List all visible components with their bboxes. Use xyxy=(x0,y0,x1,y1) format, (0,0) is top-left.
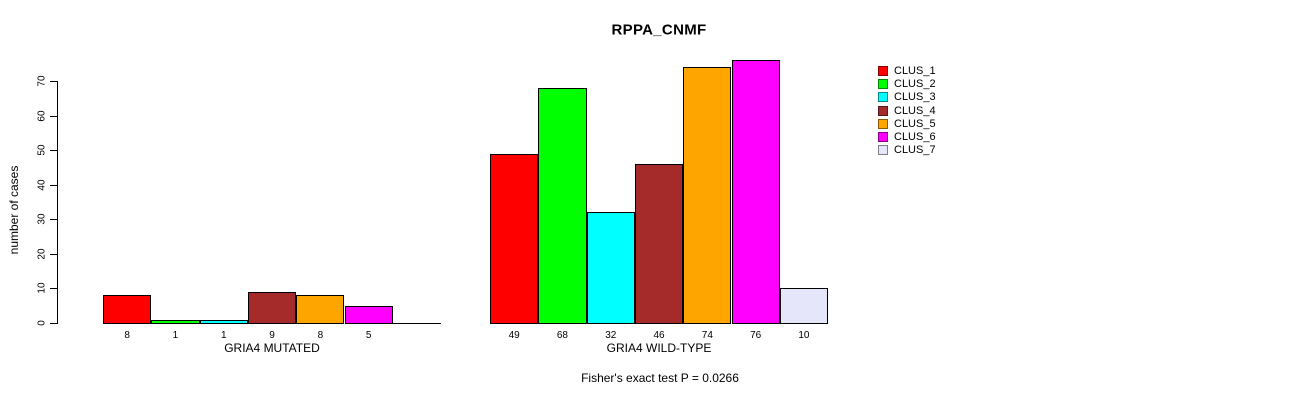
y-tick xyxy=(50,219,57,221)
bar-value-label: 8 xyxy=(317,330,324,341)
legend-swatch xyxy=(878,78,888,89)
legend-item: CLUS_1 xyxy=(878,64,936,77)
bar-value-label: 10 xyxy=(798,330,810,341)
legend-swatch xyxy=(878,65,888,76)
legend-swatch xyxy=(878,118,888,129)
y-tick xyxy=(50,150,57,152)
y-tick xyxy=(50,115,57,117)
legend-item: CLUS_5 xyxy=(878,117,936,130)
bar-value-label: 32 xyxy=(605,330,617,341)
bar xyxy=(634,163,684,324)
y-tick xyxy=(50,288,57,290)
bar-zero xyxy=(392,323,442,324)
legend-label: CLUS_4 xyxy=(894,104,936,117)
legend-swatch xyxy=(878,145,888,156)
legend: CLUS_1 CLUS_2 CLUS_3 CLUS_4 CLUS_5 CLUS_6 CLUS… xyxy=(878,64,936,157)
bar xyxy=(779,288,829,324)
bar-value-label: 74 xyxy=(701,330,713,341)
y-tick-label: 40 xyxy=(36,179,48,191)
y-tick-label: 60 xyxy=(36,110,48,122)
legend-label: CLUS_6 xyxy=(894,131,936,144)
y-tick xyxy=(50,81,57,82)
group-x-label-wildtype: GRIA4 WILD-TYPE xyxy=(606,341,712,355)
bar xyxy=(683,67,732,324)
y-tick-label: 50 xyxy=(36,144,48,156)
legend-item: CLUS_7 xyxy=(878,144,936,157)
legend-label: CLUS_7 xyxy=(894,144,936,157)
legend-item: CLUS_6 xyxy=(878,130,936,143)
bar xyxy=(151,319,200,324)
legend-label: CLUS_5 xyxy=(894,117,936,130)
legend-label: CLUS_1 xyxy=(894,64,936,77)
y-tick-label: 30 xyxy=(36,213,48,225)
bar xyxy=(344,305,393,324)
y-axis-title: number of cases xyxy=(7,165,21,255)
bar xyxy=(103,295,152,324)
bar-value-label: 49 xyxy=(508,330,520,341)
bar-value-label: 46 xyxy=(653,330,665,341)
legend-swatch xyxy=(878,132,888,143)
bar xyxy=(586,212,635,324)
chart-title: RPPA_CNMF xyxy=(611,21,707,39)
y-tick-label: 70 xyxy=(36,75,48,87)
bar-value-label: 1 xyxy=(220,330,227,341)
y-tick-label: 0 xyxy=(36,320,48,326)
bar-value-label: 1 xyxy=(172,330,179,341)
legend-label: CLUS_2 xyxy=(894,77,936,90)
bar xyxy=(490,153,539,324)
bar-value-label: 76 xyxy=(750,330,762,341)
y-tick xyxy=(50,253,57,255)
bar xyxy=(538,87,587,324)
legend-swatch xyxy=(878,92,888,103)
bar-value-label: 8 xyxy=(124,330,130,341)
legend-label: CLUS_3 xyxy=(894,91,936,104)
group-x-label-mutated: GRIA4 MUTATED xyxy=(224,341,320,355)
y-tick-label: 10 xyxy=(36,282,48,294)
bar xyxy=(296,295,345,324)
legend-item: CLUS_3 xyxy=(878,91,936,104)
bar-value-label: 5 xyxy=(365,330,372,341)
legend-swatch xyxy=(878,105,888,116)
legend-item: CLUS_2 xyxy=(878,77,936,90)
bar-value-label: 68 xyxy=(556,330,568,341)
legend-item: CLUS_4 xyxy=(878,104,936,117)
footnote: Fisher's exact test P = 0.0266 xyxy=(581,371,739,385)
bar-value-label: 9 xyxy=(269,330,275,341)
y-tick xyxy=(50,323,57,324)
y-tick-label: 20 xyxy=(36,248,48,260)
y-tick xyxy=(50,184,57,186)
bar xyxy=(247,291,297,324)
y-axis-line xyxy=(57,81,58,324)
bar xyxy=(199,319,248,324)
bar xyxy=(731,60,780,324)
